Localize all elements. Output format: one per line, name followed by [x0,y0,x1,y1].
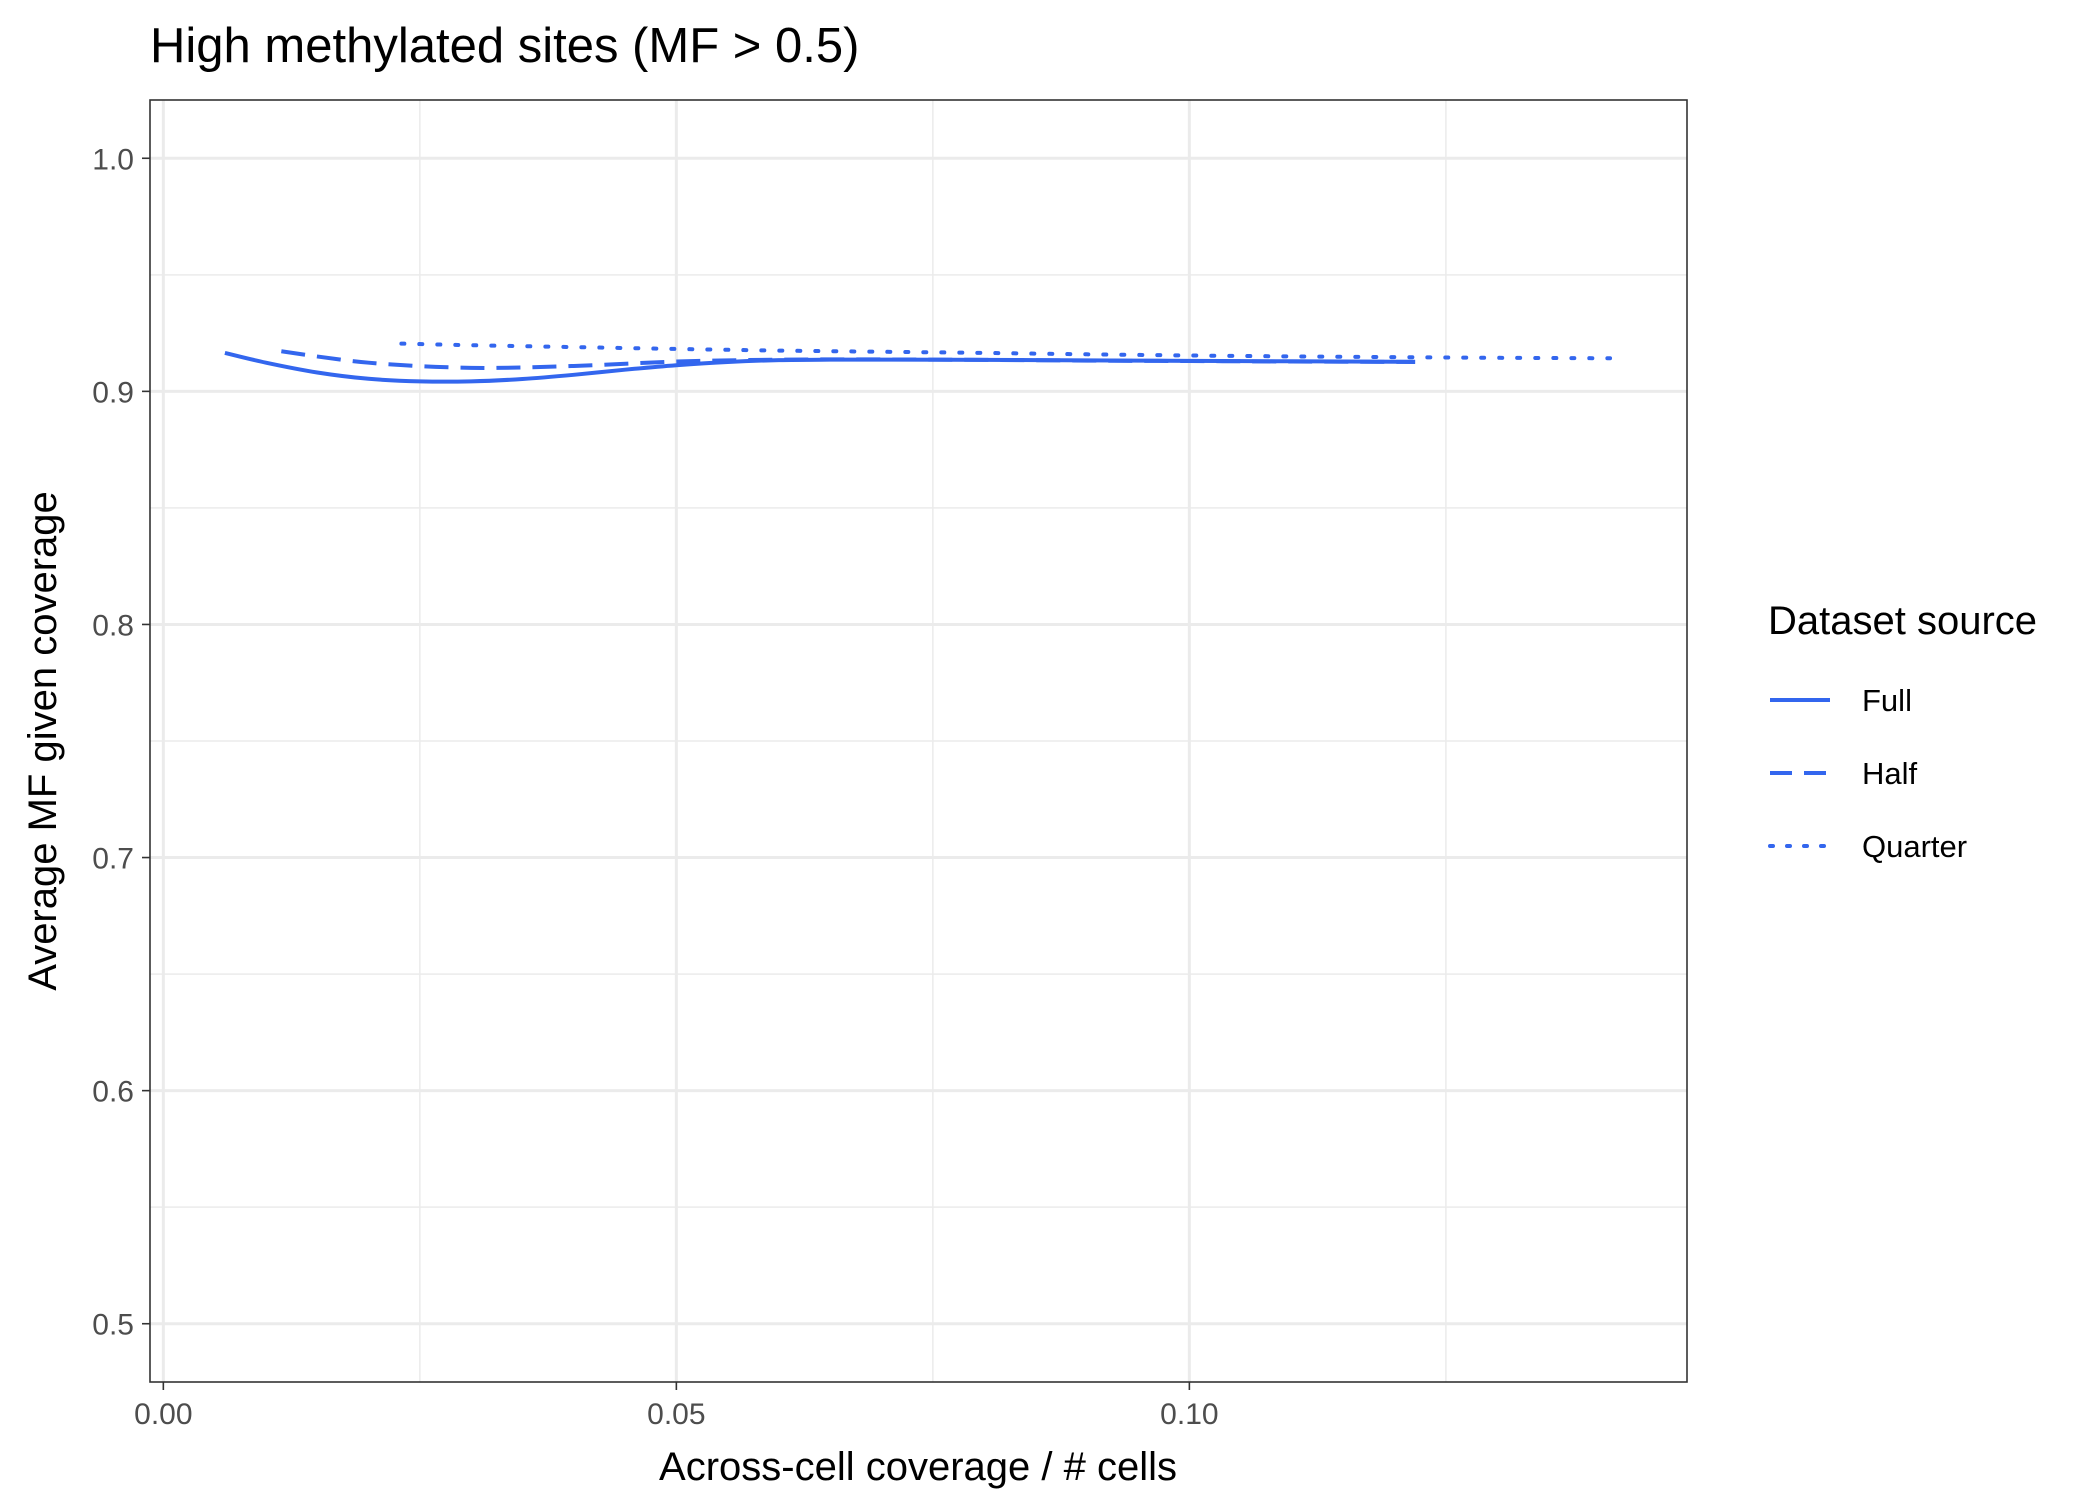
y-tick-label: 0.7 [92,843,134,876]
legend-label-half: Half [1862,756,1918,791]
axis-ticks [142,157,1191,1390]
y-tick-label: 0.9 [92,376,134,409]
grid-major-lines [150,100,1687,1382]
plot-panel-border [149,99,1688,1383]
legend-items: Full Half Quarter [1768,683,1967,864]
x-tick-label: 0.05 [647,1398,705,1431]
tick-labels: 0.00 0.05 0.10 0.5 0.6 0.7 0.8 0.9 1.0 [92,143,1218,1431]
legend-title: Dataset source [1768,599,2037,643]
legend-label-quarter: Quarter [1862,829,1967,864]
x-tick-label: 0.10 [1160,1398,1218,1431]
y-tick-label: 0.5 [92,1309,134,1342]
y-tick-label: 0.8 [92,609,134,642]
chart-title: High methylated sites (MF > 0.5) [150,19,859,73]
legend-label-full: Full [1862,683,1912,718]
y-axis-title: Average MF given coverage [21,491,65,991]
series-layer [224,341,1613,384]
legend: Dataset source Full Half Quarter [1768,599,2037,864]
x-tick-label: 0.00 [134,1398,192,1431]
y-tick-label: 0.6 [92,1076,134,1109]
grid-minor-lines [150,100,1687,1382]
x-axis-title: Across-cell coverage / # cells [659,1445,1177,1489]
series-line-quarter [399,341,1613,361]
y-tick-label: 1.0 [92,143,134,176]
series-line-half [281,349,1416,370]
